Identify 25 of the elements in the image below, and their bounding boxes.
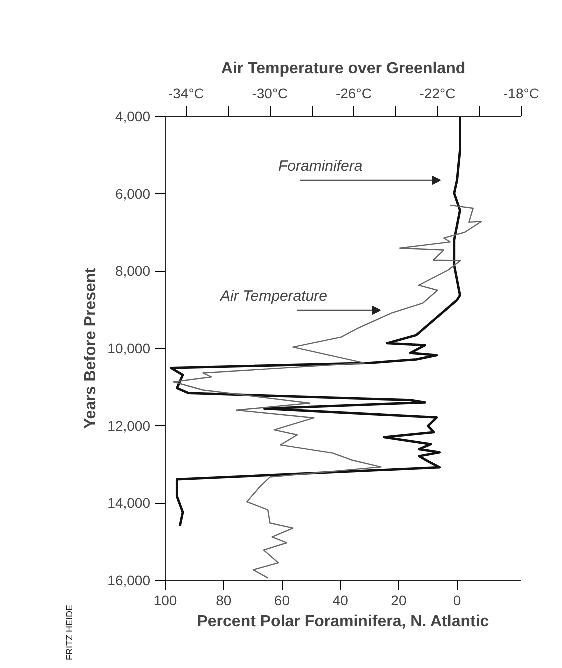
x-tick-label: 20 xyxy=(391,592,407,608)
text: FRITZ HEIDE xyxy=(64,605,74,660)
x-tick-label: 80 xyxy=(216,592,232,608)
chart-title: Air Temperature over Greenland xyxy=(221,60,466,78)
x2-tick-label: -22°C xyxy=(420,86,456,102)
x-axis-title: Percent Polar Foraminifera, N. Atlantic xyxy=(197,614,490,630)
y-axis-title: Years Before Present xyxy=(82,267,100,429)
x-tick-label: 40 xyxy=(332,592,349,608)
x2-tick-label: -18°C xyxy=(504,86,540,102)
x2-tick-label: -30°C xyxy=(252,86,288,102)
x-tick-label: 60 xyxy=(274,592,290,608)
x2-tick-label: -26°C xyxy=(336,86,372,102)
x-tick-label: 100 xyxy=(154,592,178,608)
x-tick-label: 0 xyxy=(453,592,462,608)
y-tick-label: 8,000 xyxy=(115,263,151,280)
x2-tick-label: -34°C xyxy=(168,86,204,102)
y-tick-label: 6,000 xyxy=(115,186,151,202)
annotation: Air Temperature xyxy=(220,288,328,305)
y-tick-label: 14,000 xyxy=(108,495,151,512)
y-tick-label: 10,000 xyxy=(108,340,151,356)
y-tick-label: 4,000 xyxy=(115,108,151,124)
y-tick-label: 16,000 xyxy=(108,572,151,588)
annotation: Foraminifera xyxy=(278,158,363,175)
y-tick-label: 12,000 xyxy=(108,418,151,434)
line-series xyxy=(170,116,462,528)
